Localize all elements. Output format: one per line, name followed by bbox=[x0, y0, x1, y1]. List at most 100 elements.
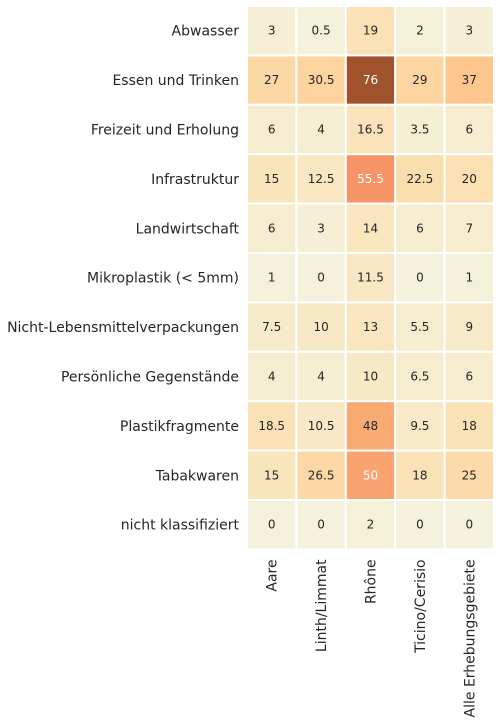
heatmap-cell bbox=[443, 54, 496, 106]
cell-value-label: 18 bbox=[462, 419, 477, 433]
heatmap-cell bbox=[246, 301, 298, 353]
row-label: nicht klassifiziert bbox=[121, 518, 240, 534]
cell-value-label: 9 bbox=[465, 320, 473, 334]
heatmap-cell bbox=[295, 103, 347, 156]
heatmap-cell bbox=[246, 202, 298, 255]
cell-value-label: 1 bbox=[268, 271, 276, 285]
heatmap-cell bbox=[443, 400, 496, 452]
cell-value-label: 0.5 bbox=[312, 24, 331, 38]
cell-value-label: 22.5 bbox=[407, 172, 434, 186]
cell-value-label: 5.5 bbox=[410, 320, 429, 334]
cell-value-label: 76 bbox=[363, 73, 378, 87]
heatmap-cell bbox=[295, 252, 347, 304]
column-label: Ticino/Cerisio bbox=[413, 559, 429, 654]
cell-value-label: 6 bbox=[416, 221, 424, 235]
column-label: Linth/Limmat bbox=[314, 559, 330, 652]
heatmap-cell bbox=[443, 252, 496, 304]
cell-value-label: 4 bbox=[317, 370, 325, 384]
cell-value-label: 16.5 bbox=[357, 123, 384, 137]
heatmap-cell bbox=[443, 499, 496, 551]
cell-value-label: 11.5 bbox=[357, 271, 384, 285]
cell-value-label: 25 bbox=[462, 468, 477, 482]
cell-value-label: 6 bbox=[268, 221, 276, 235]
cell-value-label: 0 bbox=[317, 518, 325, 532]
cell-value-label: 15 bbox=[264, 468, 279, 482]
row-label: Infrastruktur bbox=[151, 172, 239, 188]
cell-value-label: 2 bbox=[367, 518, 375, 532]
cell-value-label: 48 bbox=[363, 419, 378, 433]
heatmap-cell bbox=[443, 153, 496, 205]
cell-value-label: 20 bbox=[462, 172, 477, 186]
cell-value-label: 10 bbox=[363, 370, 378, 384]
cell-value-label: 3 bbox=[317, 221, 325, 235]
heatmap-cell bbox=[344, 202, 397, 255]
row-label: Persönliche Gegenstände bbox=[61, 370, 239, 386]
heatmap-cell bbox=[246, 499, 298, 551]
cell-value-label: 50 bbox=[363, 468, 378, 482]
heatmap-cell bbox=[344, 499, 397, 551]
cell-value-label: 3 bbox=[268, 24, 276, 38]
cell-value-label: 30.5 bbox=[308, 73, 335, 87]
cell-value-label: 18.5 bbox=[258, 419, 285, 433]
cell-value-label: 19 bbox=[363, 24, 378, 38]
heatmap-cell bbox=[443, 449, 496, 502]
cell-value-label: 15 bbox=[264, 172, 279, 186]
cell-value-label: 0 bbox=[465, 518, 473, 532]
cell-value-label: 0 bbox=[416, 271, 424, 285]
cell-value-label: 6 bbox=[465, 370, 473, 384]
cell-value-label: 0 bbox=[268, 518, 276, 532]
heatmap-cell bbox=[246, 350, 298, 403]
cell-value-label: 2 bbox=[416, 24, 424, 38]
cell-value-label: 7.5 bbox=[262, 320, 281, 334]
heatmap-cell bbox=[394, 499, 446, 551]
heatmap-cells: 3 0.5 19 2 327 30.5 76 29 376 4 16.5 3.5 615 12.5 55.5… bbox=[246, 5, 496, 551]
cell-value-label: 9.5 bbox=[410, 419, 429, 433]
row-label: Freizeit und Erholung bbox=[91, 123, 239, 139]
row-labels: Abwasser Essen und Trinken Freizeit und Er… bbox=[7, 24, 239, 534]
column-label: Alle Erhebungsgebiete bbox=[462, 559, 478, 717]
row-label: Plastikfragmente bbox=[120, 419, 239, 435]
column-label: Rhône bbox=[364, 559, 380, 604]
cell-value-label: 55.5 bbox=[357, 172, 384, 186]
row-label: Tabakwaren bbox=[155, 468, 239, 484]
cell-value-label: 29 bbox=[412, 73, 427, 87]
row-label: Abwasser bbox=[172, 24, 240, 40]
row-label: Nicht-Lebensmittelverpackungen bbox=[7, 320, 239, 336]
cell-value-label: 7 bbox=[465, 221, 473, 235]
cell-value-label: 0 bbox=[317, 271, 325, 285]
cell-value-label: 18 bbox=[412, 468, 427, 482]
cell-value-label: 0 bbox=[416, 518, 424, 532]
cell-value-label: 6 bbox=[465, 123, 473, 137]
column-label: Aare bbox=[265, 559, 281, 591]
cell-value-label: 12.5 bbox=[308, 172, 335, 186]
cell-value-label: 6 bbox=[268, 123, 276, 137]
cell-value-label: 4 bbox=[317, 123, 325, 137]
cell-value-label: 6.5 bbox=[410, 370, 429, 384]
heatmap-cell bbox=[295, 202, 347, 255]
heatmap-cell bbox=[246, 153, 298, 205]
cell-value-label: 27 bbox=[264, 73, 279, 87]
row-label: Landwirtschaft bbox=[136, 221, 240, 237]
heatmap-cell bbox=[344, 449, 397, 502]
cell-value-label: 3 bbox=[465, 24, 473, 38]
column-labels: Aare Linth/Limmat Rhône Ticino/Cerisio Alle … bbox=[265, 559, 479, 718]
cell-value-label: 10 bbox=[313, 320, 328, 334]
heatmap-cell bbox=[394, 252, 446, 304]
cell-value-label: 26.5 bbox=[308, 468, 335, 482]
row-label: Mikroplastik (< 5mm) bbox=[87, 271, 239, 287]
row-label: Essen und Trinken bbox=[112, 73, 239, 89]
heatmap-cell bbox=[246, 54, 298, 106]
heatmap-cell bbox=[295, 350, 347, 403]
heatmap-cell bbox=[246, 449, 298, 502]
cell-value-label: 3.5 bbox=[410, 123, 429, 137]
cell-value-label: 14 bbox=[363, 221, 378, 235]
heatmap-cell bbox=[344, 54, 397, 106]
cell-value-label: 4 bbox=[268, 370, 276, 384]
cell-value-label: 10.5 bbox=[308, 419, 335, 433]
heatmap-cell bbox=[295, 153, 347, 205]
heatmap-cell bbox=[394, 103, 446, 156]
cell-value-label: 37 bbox=[462, 73, 477, 87]
cell-value-label: 13 bbox=[363, 320, 378, 334]
heatmap-cell bbox=[394, 153, 446, 205]
